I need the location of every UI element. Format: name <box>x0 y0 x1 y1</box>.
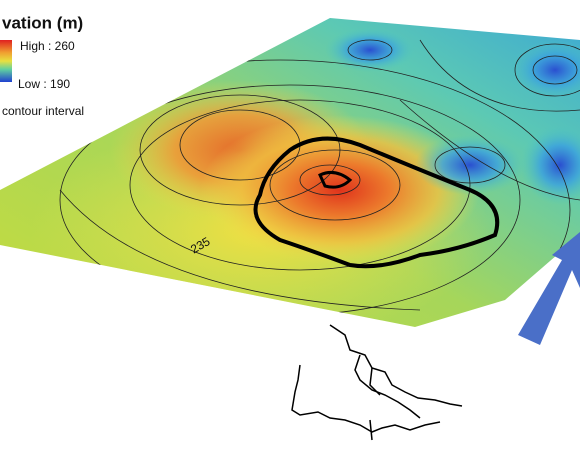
elevation-surface <box>0 18 580 327</box>
legend-note: contour interval <box>2 104 84 118</box>
color-bar <box>0 40 12 82</box>
legend-low: Low : 190 <box>18 77 70 91</box>
cave-line <box>291 324 463 441</box>
direction-arrow <box>518 232 580 345</box>
legend-high: High : 260 <box>20 39 75 53</box>
boundary-outline <box>253 136 500 269</box>
legend: vation (m) High : 260 Low : 190 contour … <box>0 13 84 118</box>
legend-title: vation (m) <box>2 13 83 32</box>
inner-outline <box>318 170 353 189</box>
